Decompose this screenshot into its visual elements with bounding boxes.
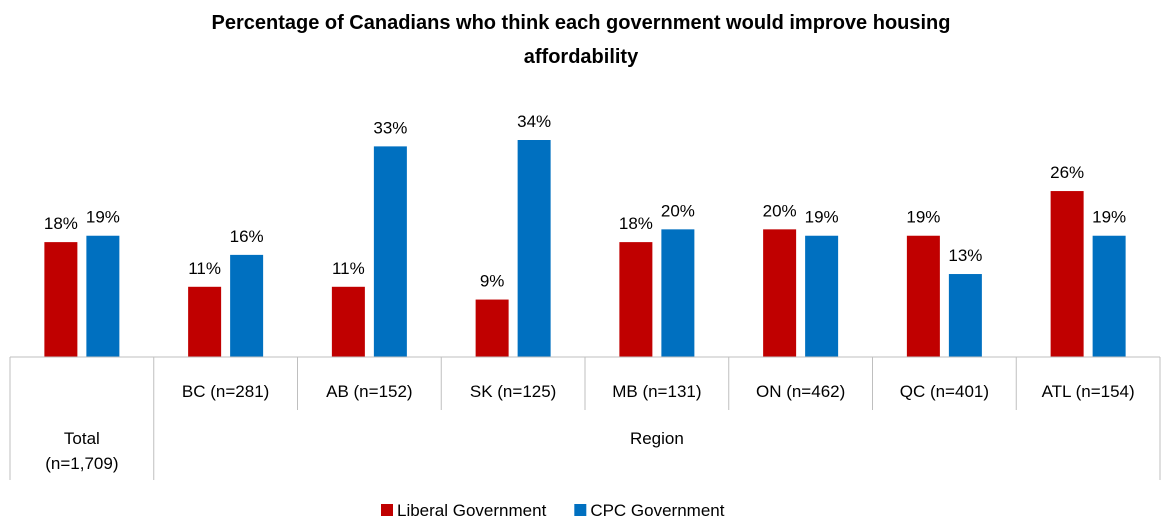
legend-swatch-liberal	[381, 504, 393, 516]
group-label-region: Region	[630, 429, 684, 448]
tick-label-7: ATL (n=154)	[1042, 382, 1135, 401]
bar-cpc-0	[86, 235, 120, 357]
bar-liberal-5	[763, 229, 797, 357]
bars-layer: 18% 19% 11% 16% 11% 33% 9% 34% 18% 20% 20% 19% 19% 13…	[44, 112, 1126, 357]
bar-cpc-1	[230, 254, 264, 357]
bar-liberal-4	[619, 242, 653, 357]
data-label-liberal-2: 11%	[332, 259, 365, 278]
data-label-cpc-3: 34%	[517, 112, 551, 131]
data-label-liberal-5: 20%	[763, 201, 797, 220]
chart-title-line-1: Percentage of Canadians who think each g…	[211, 12, 950, 34]
group-label-total-line-0: Total	[64, 429, 100, 448]
bar-cpc-3	[517, 140, 551, 357]
tick-label-1: BC (n=281)	[182, 382, 269, 401]
group-label-total-line-1: (n=1,709)	[45, 454, 118, 473]
data-label-cpc-1: 16%	[230, 227, 264, 246]
tick-label-4: MB (n=131)	[612, 382, 701, 401]
tick-label-2: AB (n=152)	[326, 382, 412, 401]
bar-cpc-2	[373, 146, 407, 357]
bar-liberal-2	[331, 286, 365, 357]
bar-cpc-4	[661, 229, 695, 357]
data-label-liberal-4: 18%	[619, 214, 653, 233]
data-label-liberal-7: 26%	[1050, 163, 1084, 182]
data-label-liberal-0: 18%	[44, 214, 78, 233]
bar-liberal-0	[44, 242, 78, 357]
chart-title-line-2: affordability	[524, 46, 639, 68]
legend-label-cpc: CPC Government	[590, 501, 724, 520]
data-label-liberal-3: 9%	[480, 272, 505, 291]
bar-liberal-7	[1050, 191, 1084, 357]
bar-cpc-6	[948, 274, 982, 357]
tick-label-3: SK (n=125)	[470, 382, 556, 401]
bar-liberal-6	[906, 235, 940, 357]
data-label-liberal-6: 19%	[906, 208, 940, 227]
data-label-cpc-7: 19%	[1092, 208, 1126, 227]
data-label-cpc-6: 13%	[948, 246, 982, 265]
data-label-cpc-5: 19%	[805, 208, 839, 227]
bar-liberal-1	[188, 286, 222, 357]
bar-cpc-5	[805, 235, 839, 357]
data-label-cpc-2: 33%	[373, 118, 407, 137]
bar-cpc-7	[1092, 235, 1126, 357]
data-label-cpc-4: 20%	[661, 201, 695, 220]
legend-label-liberal: Liberal Government	[397, 501, 547, 520]
legend-swatch-cpc	[574, 504, 587, 516]
bar-liberal-3	[475, 299, 509, 357]
data-label-liberal-1: 11%	[188, 259, 221, 278]
category-axis: BC (n=281) AB (n=152) SK (n=125) MB (n=131)…	[9, 356, 1161, 480]
tick-label-5: ON (n=462)	[756, 382, 845, 401]
legend: Liberal Government CPC Government	[381, 501, 725, 520]
data-label-cpc-0: 19%	[86, 208, 120, 227]
tick-label-6: QC (n=401)	[900, 382, 989, 401]
